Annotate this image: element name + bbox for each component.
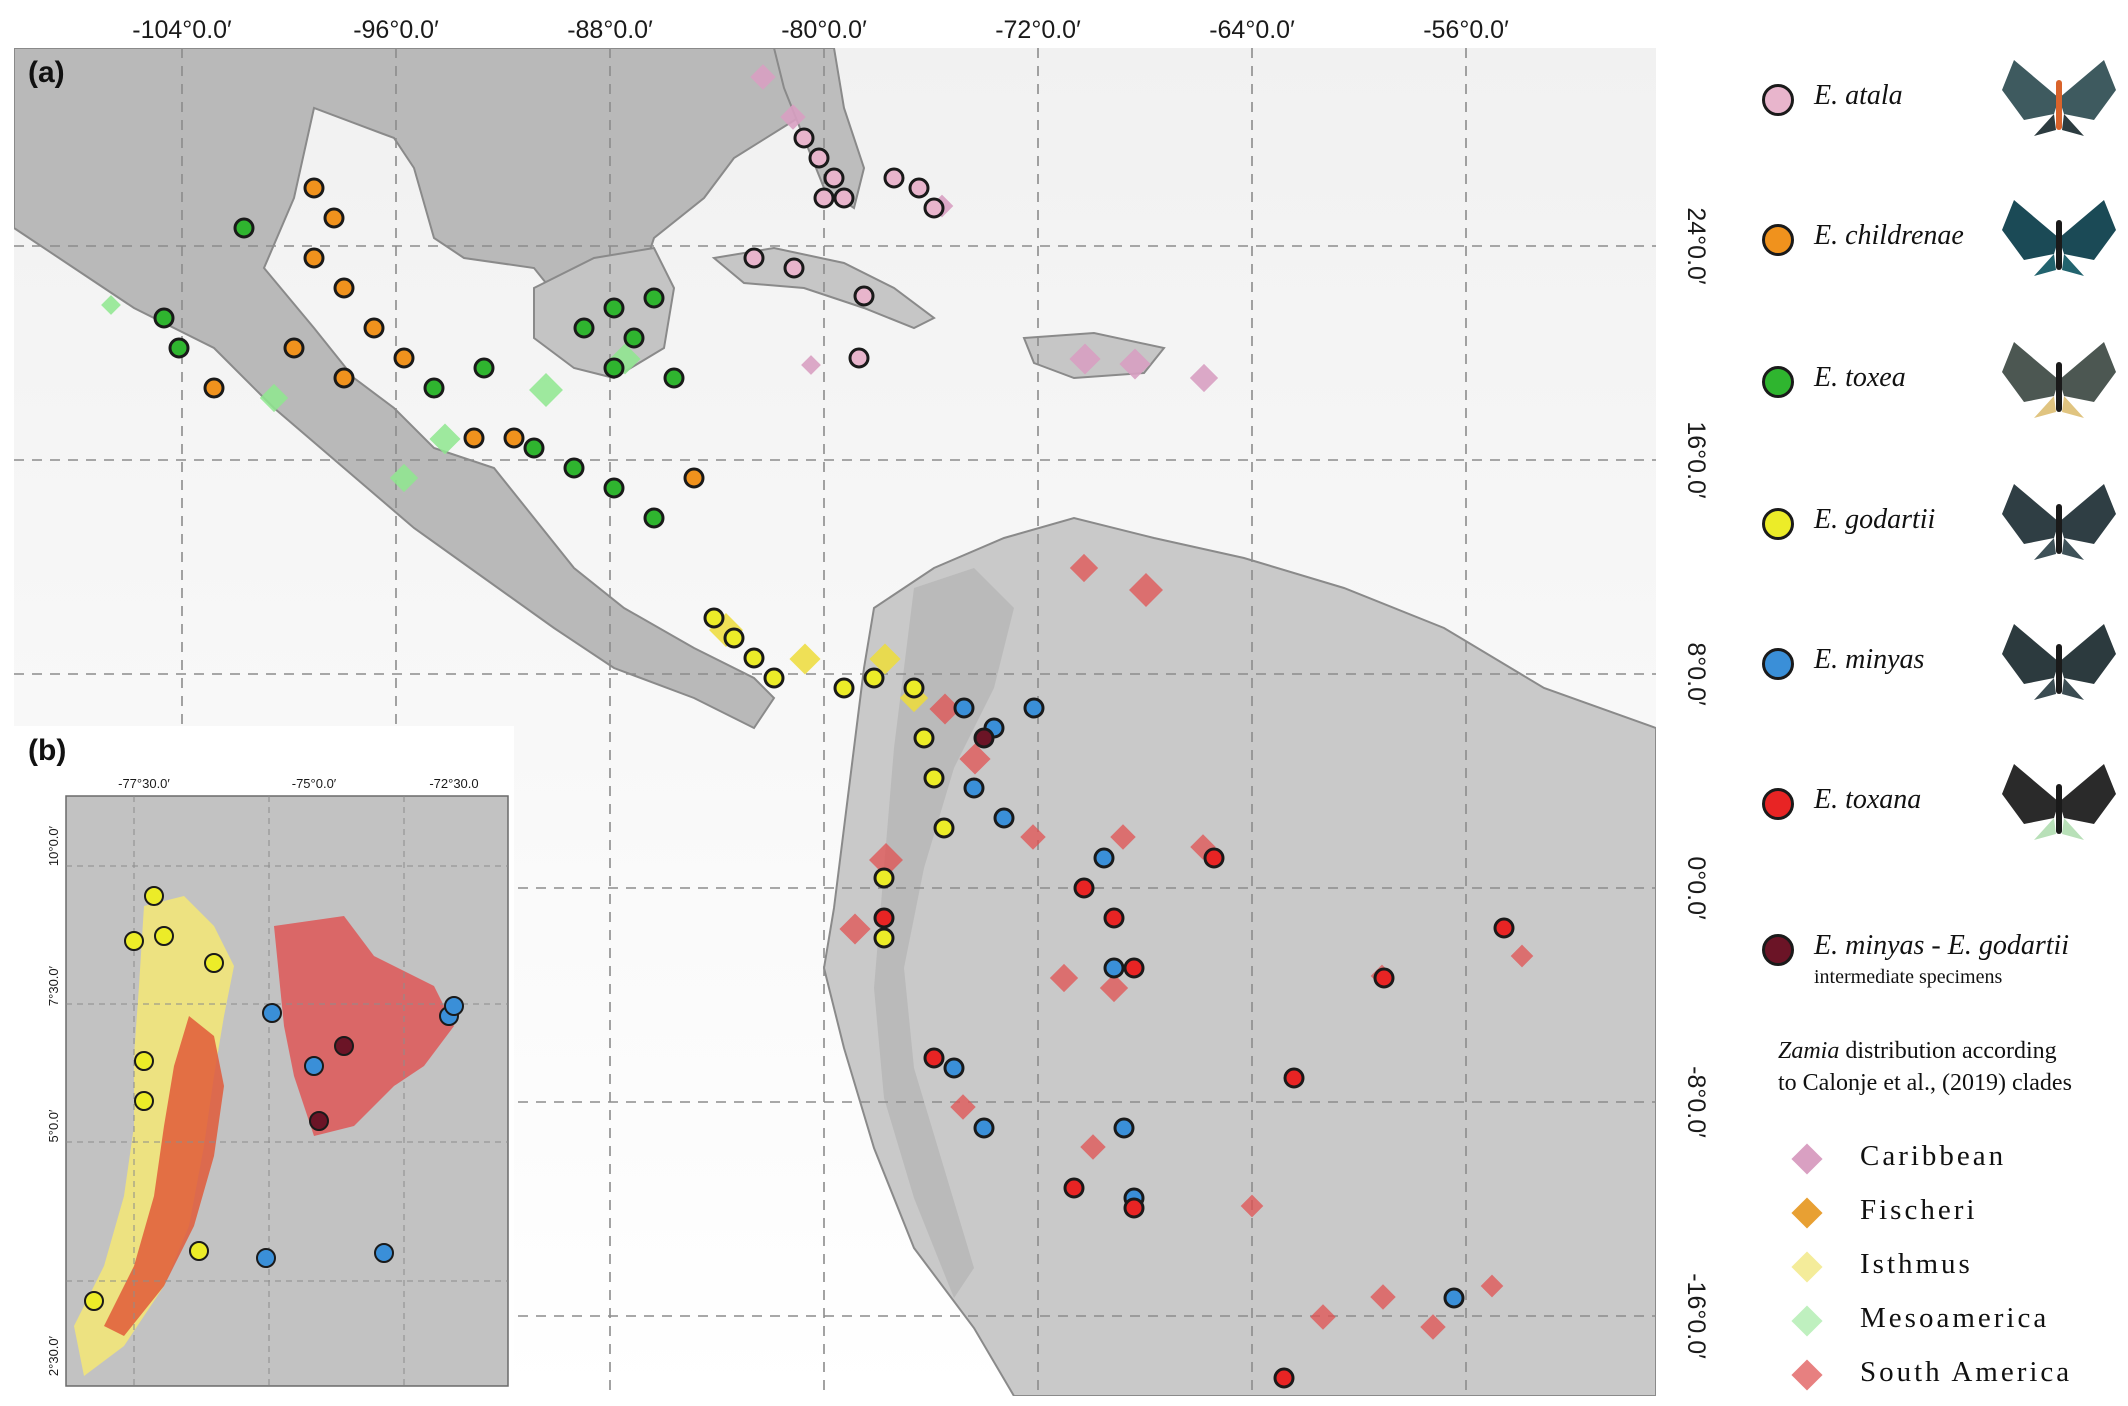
tick-lat-3: 8°0.0′ bbox=[1682, 642, 1710, 706]
tick-lon-7: -56°0.0′ bbox=[1423, 16, 1509, 44]
legend-label-minyas: E. minyas bbox=[1814, 644, 1925, 675]
legend-item-intermediate: E. minyas - E. godartii intermediate spe… bbox=[1748, 902, 2128, 992]
clade-label-isthmus: Isthmus bbox=[1860, 1248, 1973, 1280]
clade-item-south-america: South America bbox=[1778, 1356, 2118, 1400]
inset-tick-lat-2: 7°30.0′ bbox=[46, 965, 61, 1006]
legend-label-godartii: E. godartii bbox=[1814, 504, 1936, 535]
legend-item-godartii: E. godartii bbox=[1748, 474, 2128, 570]
inset-tick-lon-1: -77°30.0′ bbox=[118, 776, 170, 791]
clade-label-mesoamerica: Mesoamerica bbox=[1860, 1302, 2050, 1334]
tick-lon-6: -64°0.0′ bbox=[1209, 16, 1295, 44]
clade-swatch-caribbean bbox=[1791, 1143, 1823, 1175]
main-map-top-ticks: -104°0.0′ -96°0.0′ -88°0.0′ -80°0.0′ -72… bbox=[132, 16, 1509, 44]
inset-tick-lat-1: 10°0.0′ bbox=[46, 825, 61, 866]
inset-intermediate-points bbox=[309, 1036, 354, 1131]
inset-isthmus-zone bbox=[74, 896, 234, 1376]
inset-south-america-zone-east bbox=[274, 916, 454, 1136]
inset-map-svg: (b) -77°30.0′ -75°0.0′ -72°30.0 10°0.0′ … bbox=[14, 726, 514, 1390]
legend-item-childrenae: E. childrenae bbox=[1748, 190, 2128, 286]
butterfly-toxana-image bbox=[2002, 764, 2116, 840]
legend-swatch-minyas bbox=[1762, 648, 1794, 680]
tick-lon-5: -72°0.0′ bbox=[995, 16, 1081, 44]
clade-label-fischeri: Fischeri bbox=[1860, 1194, 1978, 1226]
tick-lon-2: -96°0.0′ bbox=[353, 16, 439, 44]
clade-swatch-isthmus bbox=[1791, 1251, 1823, 1283]
occurrences-toxana bbox=[873, 847, 1515, 1389]
legend-item-toxana: E. toxana bbox=[1748, 754, 2128, 850]
legend-item-toxea: E. toxea bbox=[1748, 332, 2128, 428]
clade-item-caribbean: Caribbean bbox=[1778, 1140, 2118, 1184]
zamia-title-line2: to Calonje et al., (2019) clades bbox=[1778, 1070, 2072, 1096]
legend-swatch-godartii bbox=[1762, 508, 1794, 540]
inset-south-america-zone bbox=[104, 1016, 224, 1336]
clade-swatch-south-america bbox=[1791, 1359, 1823, 1391]
legend-swatch-atala bbox=[1762, 84, 1794, 116]
inset-minyas-points bbox=[256, 996, 464, 1268]
inset-graticule bbox=[66, 796, 508, 1386]
tick-lat-6: -16°0.0′ bbox=[1682, 1273, 1710, 1359]
butterfly-atala-image bbox=[2002, 60, 2116, 136]
legend-label-intermediate: E. minyas - E. godartii bbox=[1814, 930, 2070, 961]
panel-letter-a: (a) bbox=[28, 56, 65, 89]
butterfly-minyas-image bbox=[2002, 624, 2116, 700]
inset-tick-lon-3: -72°30.0 bbox=[429, 776, 478, 791]
legend: E. atala E. childrenae E. toxea bbox=[1748, 30, 2128, 1400]
clade-item-mesoamerica: Mesoamerica bbox=[1778, 1302, 2118, 1346]
legend-swatch-toxana bbox=[1762, 788, 1794, 820]
clade-label-caribbean: Caribbean bbox=[1860, 1140, 2007, 1172]
clade-item-isthmus: Isthmus bbox=[1778, 1248, 2118, 1292]
land-south-america bbox=[822, 516, 1656, 1396]
panel-letter-b: (b) bbox=[28, 734, 66, 767]
land-florida bbox=[772, 48, 866, 210]
inset-tick-lat-3: 5°0.0′ bbox=[46, 1109, 61, 1143]
legend-sublabel-intermediate: intermediate specimens bbox=[1814, 966, 2003, 988]
land-andes-relief bbox=[874, 568, 1014, 1298]
inset-map-panel: (b) -77°30.0′ -75°0.0′ -72°30.0 10°0.0′ … bbox=[14, 726, 514, 1390]
tick-lat-4: 0°0.0′ bbox=[1682, 856, 1710, 920]
zamia-legend-title: Zamia distribution according to Calonje … bbox=[1778, 1035, 2118, 1099]
legend-label-toxea: E. toxea bbox=[1814, 362, 1906, 393]
legend-label-childrenae: E. childrenae bbox=[1814, 220, 1964, 251]
clade-item-fischeri: Fischeri bbox=[1778, 1194, 2118, 1238]
occurrences-toxea bbox=[153, 217, 685, 529]
butterfly-godartii-image bbox=[2002, 484, 2116, 560]
tick-lat-1: 24°0.0′ bbox=[1682, 207, 1710, 285]
legend-swatch-toxea bbox=[1762, 366, 1794, 398]
legend-item-minyas: E. minyas bbox=[1748, 614, 2128, 710]
occurrences-childrenae bbox=[203, 177, 705, 489]
zamia-title-genus: Zamia bbox=[1778, 1038, 1840, 1064]
inset-godartii-points bbox=[84, 886, 224, 1311]
legend-label-toxana: E. toxana bbox=[1814, 784, 1922, 815]
zamia-title-rest: distribution according bbox=[1839, 1038, 2057, 1064]
main-map-right-ticks: 24°0.0′ 16°0.0′ 8°0.0′ 0°0.0′ -8°0.0′ -1… bbox=[1682, 207, 1710, 1359]
legend-label-atala: E. atala bbox=[1814, 80, 1903, 111]
legend-swatch-intermediate bbox=[1762, 934, 1794, 966]
clade-swatch-mesoamerica bbox=[1791, 1305, 1823, 1337]
occurrences-godartii bbox=[703, 607, 955, 949]
tick-lat-2: 16°0.0′ bbox=[1682, 421, 1710, 499]
butterfly-childrenae-image bbox=[2002, 200, 2116, 276]
zamia-caribbean-layer bbox=[750, 64, 1219, 393]
inset-tick-lat-4: 2°30.0′ bbox=[46, 1335, 61, 1376]
tick-lon-1: -104°0.0′ bbox=[132, 16, 232, 44]
inset-tick-lon-2: -75°0.0′ bbox=[292, 776, 337, 791]
occurrences-atala bbox=[743, 127, 945, 369]
clade-swatch-fischeri bbox=[1791, 1197, 1823, 1229]
legend-item-atala: E. atala bbox=[1748, 50, 2128, 146]
clade-label-south-america: South America bbox=[1860, 1356, 2073, 1388]
tick-lat-5: -8°0.0′ bbox=[1682, 1066, 1710, 1138]
tick-lon-3: -88°0.0′ bbox=[567, 16, 653, 44]
tick-lon-4: -80°0.0′ bbox=[781, 16, 867, 44]
occurrences-intermediate bbox=[973, 727, 995, 749]
legend-swatch-childrenae bbox=[1762, 224, 1794, 256]
butterfly-toxea-image bbox=[2002, 342, 2116, 418]
